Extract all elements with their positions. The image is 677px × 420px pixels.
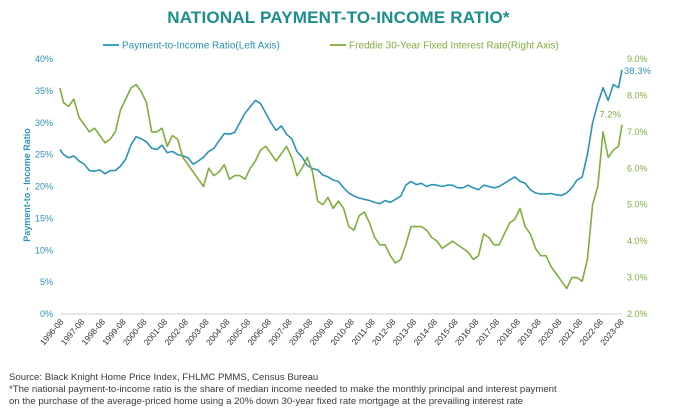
- right-tick-label: 9.0%: [627, 54, 648, 64]
- right-tick-label: 4.0%: [627, 236, 648, 246]
- right-tick-label: 6.0%: [627, 163, 648, 173]
- chart-title: NATIONAL PAYMENT-TO-INCOME RATIO*: [167, 8, 510, 27]
- left-tick-label: 40%: [35, 54, 53, 64]
- right-tick-label: 3.0%: [627, 273, 648, 283]
- source-notes: Source: Black Knight Home Price Index, F…: [9, 372, 669, 408]
- x-axis: 1996-081997-081998-081999-082000-082001-…: [38, 313, 626, 347]
- legend-item-rate: Freddie 30-Year Fixed Interest Rate(Righ…: [349, 41, 559, 52]
- right-tick-label: 8.0%: [627, 90, 648, 100]
- left-tick-label: 5%: [40, 277, 53, 287]
- left-tick-label: 30%: [35, 118, 53, 128]
- rate-end-label: 7.2%: [599, 110, 621, 121]
- ratio-end-label: 38.3%: [624, 66, 651, 77]
- y-axis-label: Payment-to - Income Ratio: [22, 128, 32, 242]
- left-tick-label: 10%: [35, 245, 53, 255]
- source-line: Source: Black Knight Home Price Index, F…: [9, 372, 319, 383]
- right-tick-label: 2.0%: [627, 309, 648, 319]
- footnote-line-2: on the purchase of the average-priced ho…: [9, 396, 524, 407]
- left-tick-label: 0%: [40, 309, 53, 319]
- footnote-line-1: *The national payment-to-income ratio is…: [9, 384, 557, 395]
- interest-rate-line: [59, 83, 623, 290]
- line-chart: Payment-to-Income Ratio(Left Axis) Freddi…: [22, 41, 651, 348]
- payment-to-income-line: [59, 69, 623, 205]
- left-tick-label: 25%: [35, 150, 53, 160]
- left-tick-label: 35%: [35, 86, 53, 96]
- legend-item-ratio: Payment-to-Income Ratio(Left Axis): [122, 41, 280, 52]
- legend: Payment-to-Income Ratio(Left Axis) Freddi…: [103, 41, 559, 52]
- series-layer: 38.3% 7.2%: [59, 66, 651, 290]
- right-tick-label: 5.0%: [627, 200, 648, 210]
- right-tick-label: 7.0%: [627, 127, 648, 137]
- right-y-axis: 2.0% 3.0% 4.0% 5.0% 6.0% 7.0% 8.0% 9.0%: [627, 54, 648, 319]
- left-tick-label: 15%: [35, 213, 53, 223]
- left-y-axis: 0% 5% 10% 15% 20% 25% 30% 35% 40%: [35, 54, 53, 319]
- left-tick-label: 20%: [35, 182, 53, 192]
